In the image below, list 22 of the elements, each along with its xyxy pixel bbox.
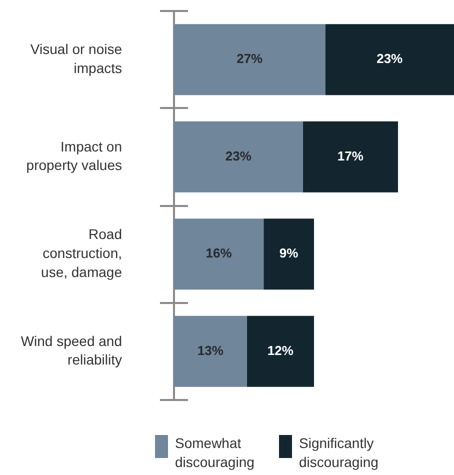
bar bbox=[174, 24, 326, 96]
bar bbox=[302, 121, 398, 192]
data-label: 12% bbox=[267, 342, 294, 358]
bar bbox=[174, 316, 247, 387]
bar bbox=[325, 24, 454, 96]
legend-label: Somewhat discouraging bbox=[175, 434, 256, 472]
y-tick-label: Impact on property values bbox=[26, 138, 122, 174]
bar bbox=[264, 218, 314, 290]
data-label: 16% bbox=[206, 246, 232, 261]
data-label: 13% bbox=[197, 342, 224, 358]
y-tick-label: Wind speed and reliability bbox=[20, 332, 122, 368]
data-label: 17% bbox=[337, 148, 364, 164]
data-label: 9% bbox=[279, 246, 299, 261]
data-label: 23% bbox=[225, 148, 252, 164]
data-label: 27% bbox=[236, 51, 264, 66]
bar bbox=[246, 316, 314, 387]
bar bbox=[174, 121, 303, 192]
y-tick-label: Visual or noise impacts bbox=[30, 41, 122, 76]
y-tick-label: Road construction, use, damage bbox=[41, 226, 122, 280]
data-label: 23% bbox=[376, 51, 404, 66]
bar bbox=[174, 218, 264, 290]
legend-label: Significantly discouraging bbox=[299, 434, 380, 472]
